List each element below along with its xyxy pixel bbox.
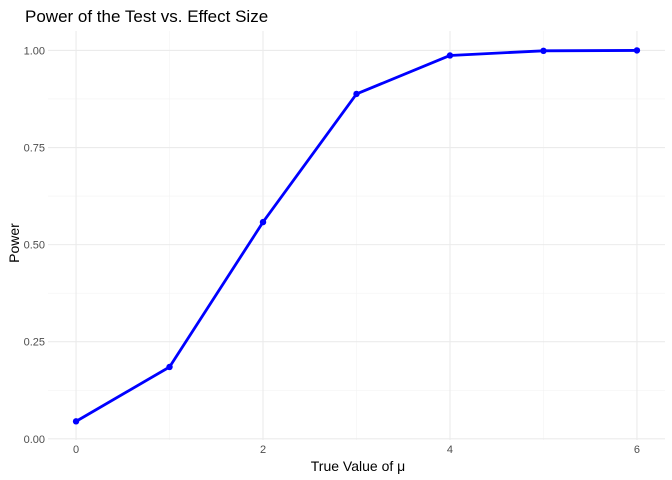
x-axis-ticks: 0 2 4 6: [73, 444, 640, 456]
y-tick-label: 0.25: [24, 337, 45, 349]
data-point: [446, 52, 454, 59]
data-point: [72, 418, 80, 425]
chart-title: Power of the Test vs. Effect Size: [25, 7, 268, 26]
x-tick-label: 0: [73, 444, 79, 456]
data-point: [166, 363, 173, 371]
y-tick-label: 0.50: [24, 240, 45, 252]
y-axis-ticks: 0.00 0.25 0.50 0.75 1.00: [24, 45, 45, 445]
x-tick-label: 6: [634, 444, 640, 456]
data-point: [540, 47, 547, 55]
power-series: [72, 47, 641, 425]
data-point: [353, 90, 360, 98]
y-tick-label: 0.75: [24, 143, 45, 155]
y-axis-title: Power: [6, 223, 22, 263]
x-axis-title: True Value of μ: [311, 458, 405, 474]
x-tick-label: 4: [447, 444, 453, 456]
y-tick-label: 1.00: [24, 45, 45, 57]
x-tick-label: 2: [260, 444, 266, 456]
y-tick-label: 0.00: [24, 434, 45, 446]
data-point: [633, 47, 641, 54]
grid-lines: [48, 31, 665, 440]
data-point: [259, 218, 267, 226]
